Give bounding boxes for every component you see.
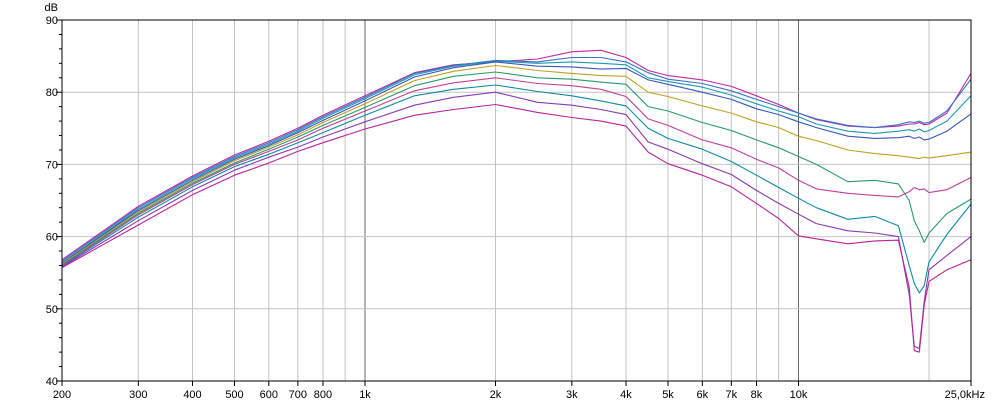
x-tick-label: 4k [620,389,632,401]
y-tick-label: 80 [46,87,58,99]
x-tick-label: 5k [662,389,674,401]
y-tick-label: 50 [46,304,58,316]
series-line-10 [61,103,972,353]
series-line-2 [61,56,972,262]
series-line-9 [61,91,972,350]
x-tick-label: 6k [697,389,709,401]
series-lines [61,49,972,353]
x-tick-label: 600 [260,389,278,401]
x-tick-label: 3k [566,389,578,401]
y-tick-label: 40 [46,376,58,388]
x-tick-label: 25,0kHz [945,389,985,401]
series-line-4 [61,61,972,264]
y-tick-label: 70 [46,159,58,171]
plot-frame [56,19,972,386]
grid [61,20,971,381]
x-tick-label: 700 [289,389,307,401]
x-tick-label: 500 [225,389,243,401]
x-tick-label: 300 [129,389,147,401]
x-tick-label: 1k [359,389,371,401]
x-tick-label: 10k [790,389,808,401]
x-tick-label: 200 [53,389,71,401]
series-line-8 [61,84,972,294]
x-tick-label: 8k [751,389,763,401]
axis-labels: dB 40 50 60 70 80 90 200 300 400 500 600 700 800 1k 2k… [45,2,985,401]
plot-border [61,19,972,382]
y-tick-label: 60 [46,232,58,244]
series-line-1 [61,49,972,261]
x-tick-label: 800 [314,389,332,401]
x-tick-label: 7k [726,389,738,401]
series-line-5 [61,64,972,265]
series-line-7 [61,77,972,266]
y-tick-label: 90 [46,15,58,27]
x-tick-label: 400 [183,389,201,401]
series-line-3 [61,60,972,264]
series-line-6 [61,71,972,266]
x-tick-label: 2k [490,389,502,401]
y-unit-label: dB [45,2,58,14]
